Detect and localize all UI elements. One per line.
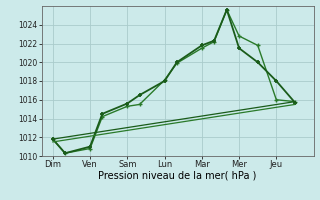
X-axis label: Pression niveau de la mer( hPa ): Pression niveau de la mer( hPa ) (99, 171, 257, 181)
